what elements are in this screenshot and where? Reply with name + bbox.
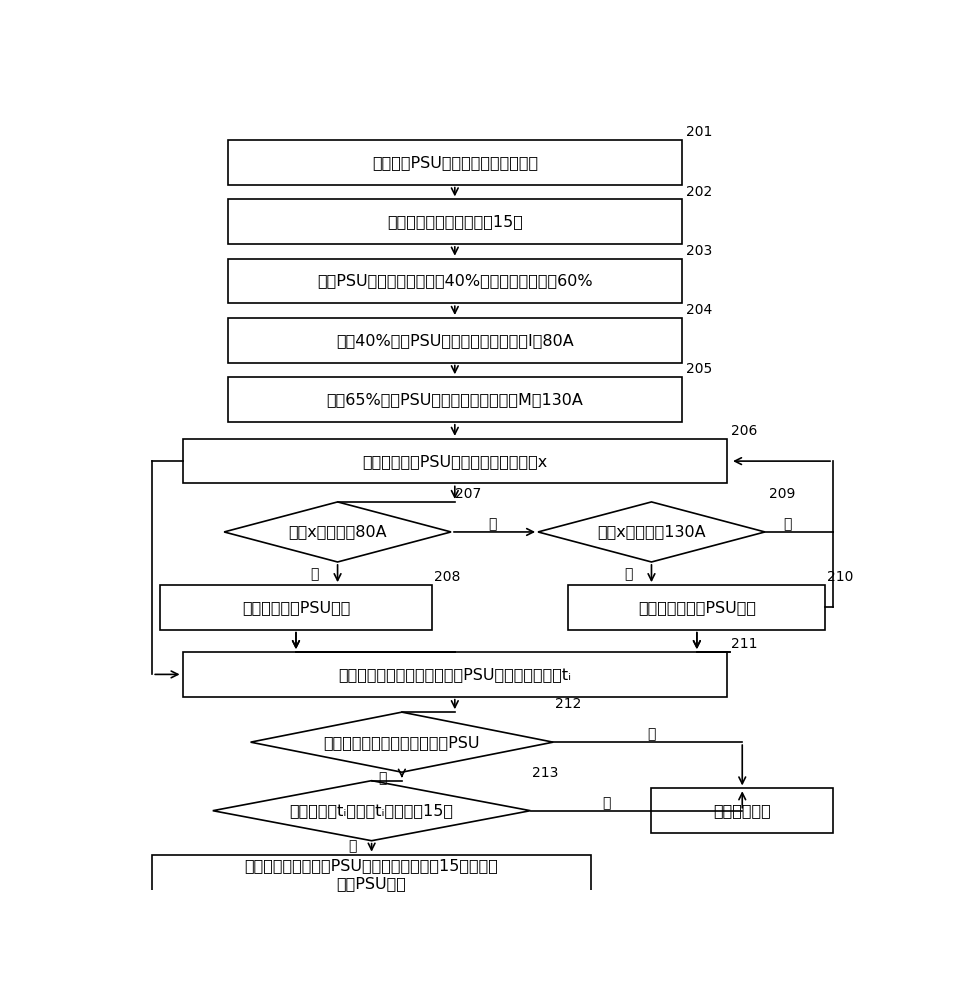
Text: 212: 212 (554, 697, 581, 711)
Text: 预先设置带载时间阈值为15天: 预先设置带载时间阈值为15天 (386, 214, 523, 229)
Text: 202: 202 (685, 185, 712, 199)
Text: 检测是否存在至少一个不带载PSU: 检测是否存在至少一个不带载PSU (324, 735, 480, 750)
Text: 207: 207 (455, 487, 481, 501)
Text: 210: 210 (827, 570, 853, 584)
Text: 是: 是 (625, 567, 633, 581)
Text: 否: 否 (647, 727, 656, 741)
FancyBboxPatch shape (228, 259, 681, 303)
Text: 是: 是 (348, 839, 357, 853)
Text: 205: 205 (685, 362, 712, 376)
Text: 否: 否 (602, 796, 610, 810)
Polygon shape (538, 502, 765, 562)
FancyBboxPatch shape (228, 140, 681, 185)
FancyBboxPatch shape (152, 855, 591, 895)
FancyBboxPatch shape (160, 585, 432, 630)
Text: 检测任意带载PSU的当前输出电流值为x: 检测任意带载PSU的当前输出电流值为x (362, 454, 548, 469)
Polygon shape (251, 712, 553, 772)
Text: 是: 是 (379, 771, 387, 785)
FancyBboxPatch shape (228, 318, 681, 363)
Polygon shape (213, 781, 531, 841)
FancyBboxPatch shape (228, 377, 681, 422)
Text: 211: 211 (731, 637, 757, 651)
Polygon shape (224, 502, 451, 562)
FancyBboxPatch shape (652, 788, 834, 833)
Text: 判断x是否大于130A: 判断x是否大于130A (597, 524, 706, 539)
FancyBboxPatch shape (228, 199, 681, 244)
Text: 确定40%对应PSU的第一输出电流阈值I为80A: 确定40%对应PSU的第一输出电流阈值I为80A (336, 333, 574, 348)
Text: 结束当前进程: 结束当前进程 (713, 803, 771, 818)
Text: 213: 213 (532, 766, 558, 780)
Text: 是: 是 (310, 567, 319, 581)
Text: 确定PSU的第一带载阈值为40%，第二带载阈值为60%: 确定PSU的第一带载阈值为40%，第二带载阈值为60% (317, 273, 592, 288)
Text: 控制任意带载PSU关闭: 控制任意带载PSU关闭 (242, 600, 350, 615)
Text: 208: 208 (433, 570, 460, 584)
Text: 203: 203 (685, 244, 712, 258)
FancyBboxPatch shape (183, 439, 727, 483)
Text: 确定65%对应PSU的第二输出电流阈值M为130A: 确定65%对应PSU的第二输出电流阈值M为130A (326, 392, 584, 407)
Text: 控制任意一个不带载PSU开启，并控制超出15天的一个
带载PSU关闭: 控制任意一个不带载PSU开启，并控制超出15天的一个 带载PSU关闭 (245, 858, 499, 891)
Text: 否: 否 (784, 517, 792, 531)
Text: 209: 209 (769, 487, 795, 501)
Text: 201: 201 (685, 125, 712, 139)
FancyBboxPatch shape (568, 585, 826, 630)
Text: 204: 204 (685, 303, 712, 317)
Text: 控制任意不带载PSU开启: 控制任意不带载PSU开启 (638, 600, 755, 615)
Text: 判断x是否小于80A: 判断x是否小于80A (288, 524, 386, 539)
Text: 206: 206 (731, 424, 757, 438)
Text: 针对每一个tᵢ，判断tᵢ是否超出15天: 针对每一个tᵢ，判断tᵢ是否超出15天 (290, 803, 454, 818)
Text: 否: 否 (488, 517, 497, 531)
Text: 预先设置PSU轮休的检测周期为一周: 预先设置PSU轮休的检测周期为一周 (372, 155, 538, 170)
Text: 每周定时检测当前每一个带载PSU的连续带载时间tᵢ: 每周定时检测当前每一个带载PSU的连续带载时间tᵢ (339, 667, 571, 682)
FancyBboxPatch shape (183, 652, 727, 697)
